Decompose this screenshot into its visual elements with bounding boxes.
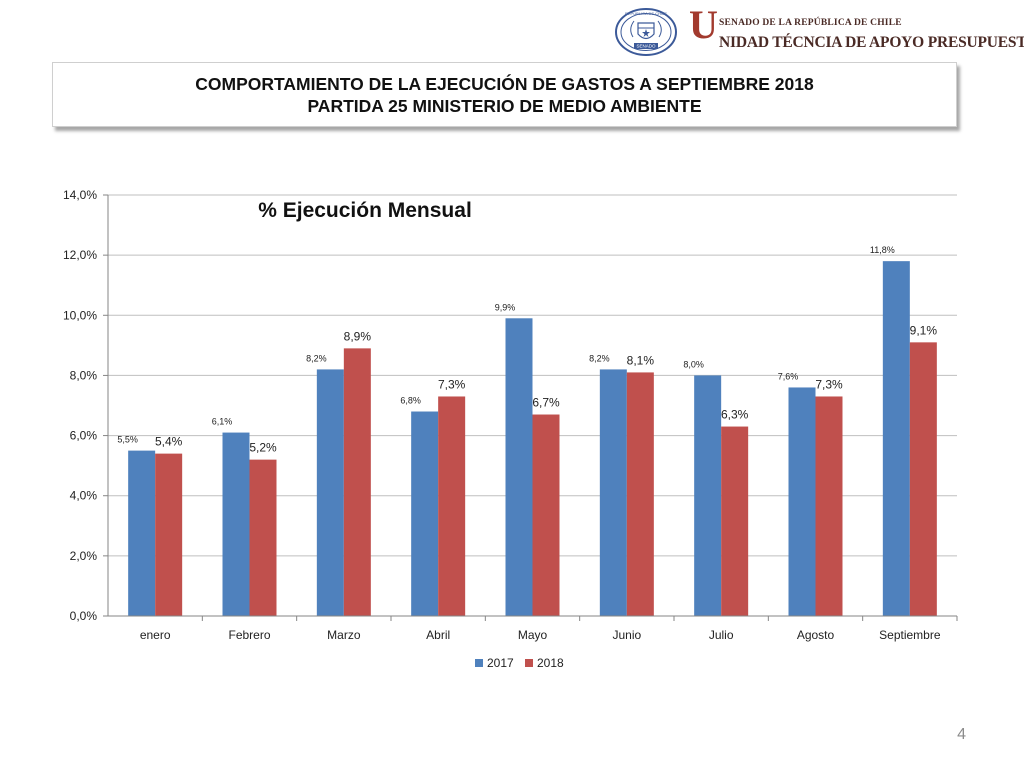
bar-2017 [599,369,627,616]
bar-2018 [626,372,654,616]
y-tick-label: 0,0% [70,609,98,623]
y-tick-label: 14,0% [63,188,97,202]
bar-2017 [694,375,722,616]
y-tick-label: 4,0% [70,489,98,503]
bar-2017 [128,450,156,616]
data-label-2018: 6,3% [721,408,749,422]
unidad-initial: U [689,2,718,47]
data-label-2017: 6,1% [212,417,233,427]
legend: 2017 2018 [475,656,564,670]
x-axis-ticks: enero Febrero Marzo Abril Mayo Junio Julio Agos… [140,616,958,642]
data-label-2017: 11,8% [870,245,895,255]
data-label-2018: 7,3% [815,377,843,391]
bar-2018 [721,426,749,616]
bar-2017 [316,369,344,616]
header-logo: SENADO REPÚBLICA DE CHILE U SENADO DE LA… [614,2,1024,57]
x-tick-label: Septiembre [879,628,941,642]
x-tick-label: Mayo [518,628,548,642]
data-label-2017: 6,8% [400,396,421,406]
bar-2017 [222,432,250,616]
data-label-2018: 5,4% [155,435,183,449]
bar-2017 [411,411,439,616]
data-label-2018: 5,2% [249,441,277,455]
slide-title-line1: COMPORTAMIENTO DE LA EJECUCIÓN DE GASTOS… [195,73,814,94]
x-tick-label: Julio [709,628,734,642]
senado-line: SENADO DE LA REPÚBLICA DE CHILE [719,18,902,28]
data-label-2018: 6,7% [532,396,560,410]
data-label-2017: 8,2% [306,353,327,363]
slide-title-line2: PARTIDA 25 MINISTERIO DE MEDIO AMBIENTE [307,95,702,116]
x-tick-label: enero [140,628,171,642]
data-label-2018: 8,9% [344,329,372,343]
bar-2017 [788,387,816,616]
page-number: 4 [957,726,966,743]
data-labels: 5,5% 5,4% 6,1% 5,2% 8,2% 8,9% 6,8% 7,3% 9,9% 6,7%… [117,245,937,454]
bar-2018 [249,459,277,616]
bar-2017 [882,261,910,616]
y-tick-label: 6,0% [70,429,98,443]
data-label-2017: 7,6% [778,371,799,381]
y-tick-label: 10,0% [63,308,97,322]
data-label-2017: 8,2% [589,353,610,363]
legend-swatch-2017 [475,659,483,667]
data-label-2017: 9,9% [495,302,516,312]
bars [128,261,937,616]
legend-swatch-2018 [525,659,533,667]
senado-seal-icon: SENADO REPÚBLICA DE CHILE [615,8,677,56]
slide-title-box: COMPORTAMIENTO DE LA EJECUCIÓN DE GASTOS… [52,62,957,127]
x-tick-label: Abril [426,628,450,642]
bar-2018 [909,342,937,616]
bar-2018 [532,414,560,616]
data-label-2018: 7,3% [438,377,466,391]
data-label-2017: 8,0% [683,359,704,369]
y-axis-ticks: 0,0% 2,0% 4,0% 6,0% 8,0% 10,0% 12,0% 14,0% [63,188,108,623]
legend-label-2017: 2017 [487,656,514,670]
data-label-2017: 5,5% [117,435,138,445]
data-label-2018: 9,1% [910,323,938,337]
seal-top-text: REPÚBLICA DE CHILE [625,11,667,16]
data-label-2018: 8,1% [627,353,655,367]
unidad-name: NIDAD TÉCNCIA DE APOYO PRESUPUESTARIO [719,34,1024,51]
chart-title: % Ejecución Mensual [258,199,472,222]
bar-2018 [155,453,183,616]
x-tick-label: Marzo [327,628,361,642]
y-tick-label: 2,0% [70,549,98,563]
y-tick-label: 8,0% [70,368,98,382]
y-tick-label: 12,0% [63,248,97,262]
x-tick-label: Junio [612,628,641,642]
bar-2017 [505,318,533,616]
x-tick-label: Agosto [797,628,835,642]
bar-2018 [815,396,843,616]
bar-2018 [343,348,371,616]
bar-2018 [438,396,466,616]
legend-label-2018: 2018 [537,656,564,670]
seal-bottom-text: SENADO [636,44,656,49]
x-tick-label: Febrero [228,628,270,642]
